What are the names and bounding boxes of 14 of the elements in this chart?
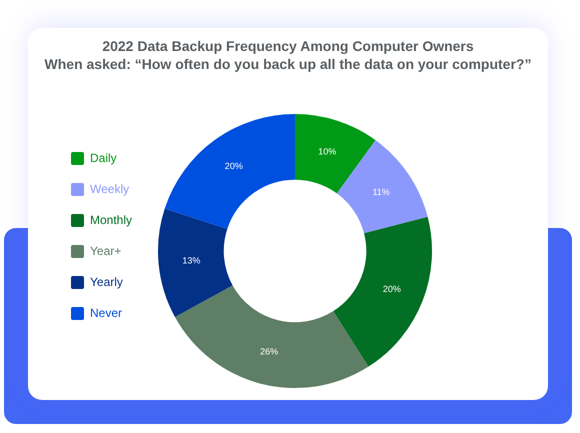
legend-label: Never xyxy=(90,306,122,320)
data-label: 11% xyxy=(372,186,390,197)
data-label: 20% xyxy=(382,284,401,294)
legend-label: Monthly xyxy=(90,212,132,227)
chart-title: 2022 Data Backup Frequency Among Computer Owners xyxy=(101,37,475,55)
legend-label: Daily xyxy=(90,150,117,165)
legend-label: Year+ xyxy=(90,244,122,258)
data-label: 20% xyxy=(224,161,243,172)
chart-subtitle: When asked: “How often do you back up all the data on your computer?” xyxy=(44,55,532,73)
data-label: 26% xyxy=(260,346,278,356)
legend-label: Weekly xyxy=(90,182,130,196)
legend-label: Yearly xyxy=(90,274,123,289)
data-label: 10% xyxy=(318,146,336,156)
data-label: 13% xyxy=(182,255,200,266)
